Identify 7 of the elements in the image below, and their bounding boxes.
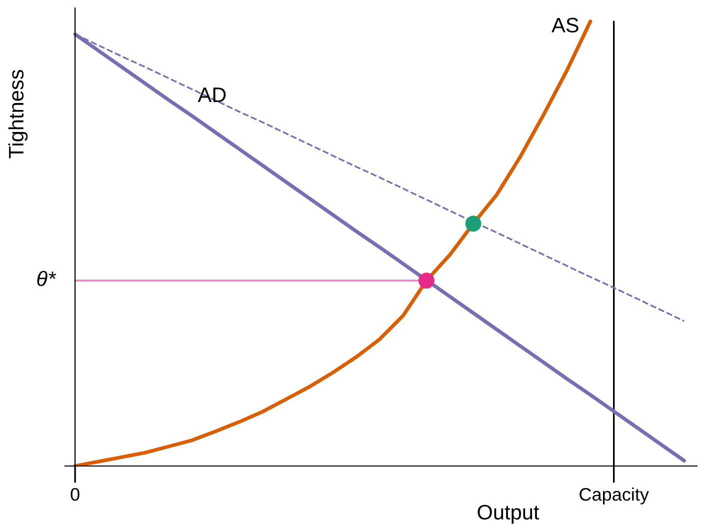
series-label: AD (198, 88, 226, 102)
x-axis-title: Output (478, 504, 540, 524)
series-label: AS (552, 18, 578, 32)
x-tick-label: Capacity (580, 488, 649, 504)
y-axis-title: Tightness (8, 70, 28, 158)
series-label: θ* (37, 270, 56, 286)
x-tick-label: 0 (70, 488, 80, 501)
